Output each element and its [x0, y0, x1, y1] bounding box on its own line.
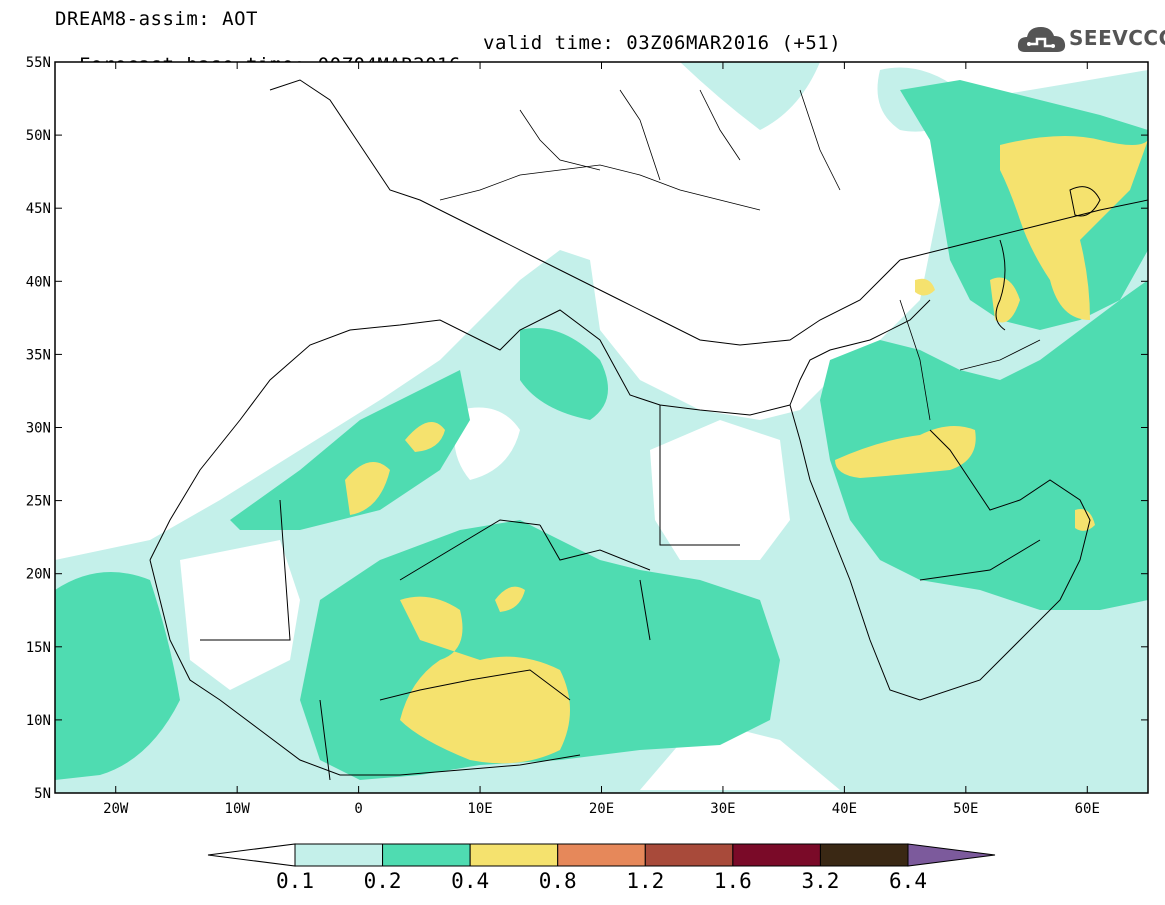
- lat-tick-label: 20N: [26, 567, 51, 583]
- lon-tick-label: 10W: [225, 801, 251, 817]
- lat-tick-label: 35N: [26, 347, 51, 363]
- lon-tick-label: 40E: [832, 801, 857, 817]
- colorbar-under-arrow: [207, 843, 296, 867]
- coastlines: [149, 79, 1148, 781]
- colorbar-swatch: [469, 843, 559, 867]
- lat-tick-label: 15N: [26, 640, 51, 656]
- logo-text: SEEVCCC: [1069, 26, 1165, 50]
- colorbar-swatch: [732, 843, 821, 867]
- lat-tick-label: 50N: [26, 128, 51, 144]
- aot-band-0-4: [345, 136, 1148, 764]
- colorbar-swatch: [644, 843, 734, 867]
- colorbar-label: 6.4: [889, 869, 927, 893]
- lon-tick-label: 60E: [1075, 801, 1100, 817]
- colorbar: 0.1 0.2 0.4 0.8 1.2 1.6 3.2 6.4: [207, 843, 996, 893]
- colorbar-over-arrow: [907, 843, 996, 867]
- colorbar-swatch: [294, 843, 384, 867]
- lat-tick-label: 40N: [26, 274, 51, 290]
- latitude-axis: 5N 10N 15N 20N 25N 30N 35N 40N 45N 50N 55N: [26, 55, 1148, 802]
- lat-tick-label: 5N: [34, 786, 51, 802]
- lon-tick-label: 30E: [710, 801, 735, 817]
- colorbar-label: 0.2: [364, 869, 402, 893]
- colorbar-label: 0.1: [276, 869, 314, 893]
- lat-tick-label: 25N: [26, 494, 51, 510]
- colorbar-swatch: [557, 843, 646, 867]
- colorbar-label: 0.8: [539, 869, 577, 893]
- valid-time-label: valid time: 03Z06MAR2016 (+51): [483, 32, 842, 54]
- colorbar-swatch: [382, 843, 471, 867]
- borders: [439, 89, 1041, 421]
- cloud-icon: [1017, 27, 1066, 52]
- lon-tick-label: 50E: [953, 801, 978, 817]
- lon-tick-label: 20E: [589, 801, 614, 817]
- colorbar-label: 3.2: [801, 869, 839, 893]
- seevccc-logo: SEEVCCC: [1017, 22, 1165, 56]
- map-title: DREAM8-assim: AOT: [55, 8, 258, 30]
- lat-tick-label: 45N: [26, 201, 51, 217]
- lon-tick-label: 20W: [103, 801, 129, 817]
- lat-tick-label: 55N: [26, 55, 51, 71]
- lon-tick-label: 0: [354, 801, 362, 817]
- aot-field: [55, 62, 1148, 793]
- lat-tick-label: 10N: [26, 713, 51, 729]
- colorbar-swatch: [819, 843, 909, 867]
- colorbar-label: 1.2: [626, 869, 664, 893]
- lat-tick-label: 30N: [26, 421, 51, 437]
- colorbar-label: 1.6: [714, 869, 752, 893]
- longitude-axis: 20W 10W 0 10E 20E 30E 40E 50E 60E: [103, 62, 1100, 817]
- colorbar-label: 0.4: [451, 869, 489, 893]
- lon-tick-label: 10E: [467, 801, 492, 817]
